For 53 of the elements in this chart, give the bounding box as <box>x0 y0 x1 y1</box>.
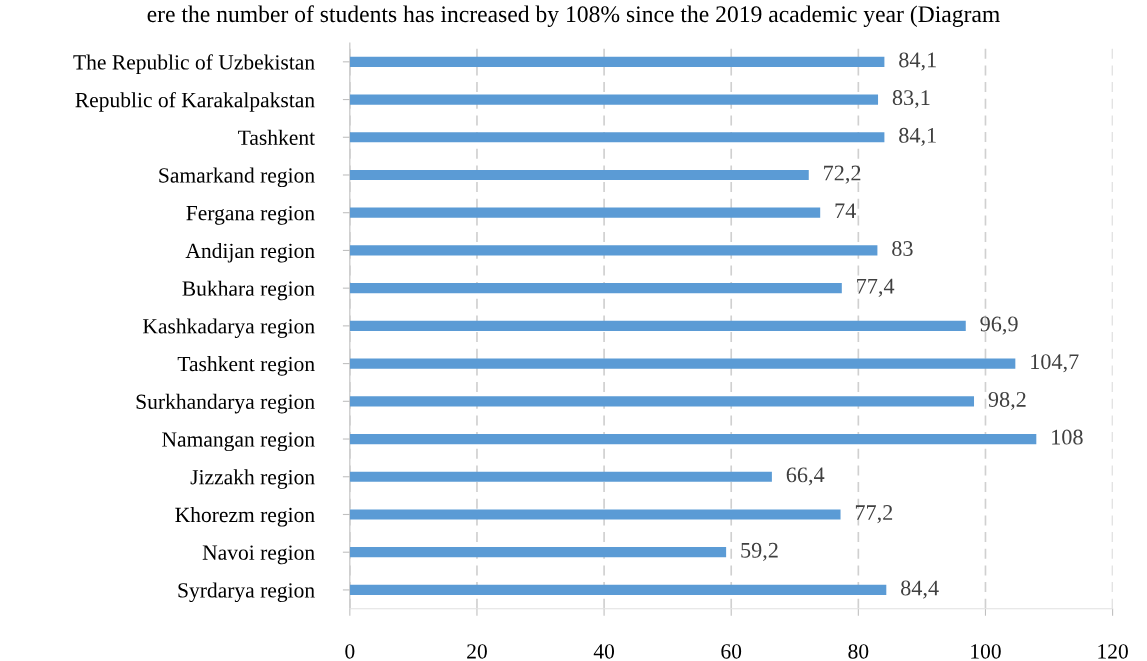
y-tick-label: Republic of Karakalpakstan <box>75 91 315 112</box>
y-tick-label: Namangan region <box>162 432 315 452</box>
y-tick-label: Kashkadarya region <box>142 318 315 338</box>
bar <box>349 584 887 596</box>
x-tick-label: 100 <box>971 644 1001 659</box>
x-tick-label: 120 <box>1098 644 1128 659</box>
data-label: 83,1 <box>892 90 930 109</box>
data-label: 74 <box>835 203 856 219</box>
y-tick-label: Samarkand region <box>159 167 315 188</box>
y-tick-label: Navoi region <box>202 545 315 565</box>
bar <box>349 320 966 331</box>
data-label: 84,1 <box>899 52 936 71</box>
x-tick-label: 80 <box>848 644 869 659</box>
x-tick-label: 0 <box>345 644 355 659</box>
bar <box>349 169 809 181</box>
y-tick-label: Tashkent region <box>177 356 315 376</box>
bar <box>349 547 727 558</box>
data-label: 96,9 <box>980 316 1018 335</box>
data-label: 84,1 <box>899 127 936 147</box>
bar <box>349 207 821 218</box>
bar <box>349 471 772 482</box>
data-label: 77,4 <box>857 278 895 297</box>
x-tick-label: 20 <box>467 644 487 659</box>
data-label: 98,2 <box>988 391 1026 411</box>
data-label: 59,2 <box>741 542 778 561</box>
y-tick-label: Andijan region <box>185 242 315 263</box>
bar <box>349 509 841 520</box>
y-tick-label: Khorezm region <box>175 507 315 527</box>
data-label: 104,7 <box>1031 354 1079 373</box>
bar <box>349 433 1037 445</box>
y-tick-label: Fergana region <box>186 205 315 225</box>
bar <box>349 94 879 105</box>
data-label: 84,4 <box>901 580 939 599</box>
data-label: 72,2 <box>824 165 861 184</box>
y-tick-label: Tashkent <box>238 129 315 145</box>
y-tick-label: Bukhara region <box>182 280 315 301</box>
x-tick-label: 40 <box>593 644 615 659</box>
data-label: 77,2 <box>855 505 893 524</box>
chart-title: ere the number of students has increased by 108% since the 2019 academic year (Diagram <box>147 5 1000 28</box>
data-label: 83 <box>892 241 913 256</box>
bar <box>349 245 878 256</box>
y-tick-label: Surkhandarya region <box>136 393 315 414</box>
x-tick-label: 60 <box>721 644 742 659</box>
y-tick-label: Jizzakh region <box>190 469 315 489</box>
y-tick-label: The Republic of Uzbekistan <box>73 54 315 74</box>
data-label: 108 <box>1052 429 1083 445</box>
data-label: 66,4 <box>786 467 825 486</box>
bar <box>349 56 885 67</box>
bar <box>349 132 885 143</box>
y-tick-label: Syrdarya region <box>178 582 315 603</box>
bar <box>349 283 842 294</box>
bar <box>349 358 1016 369</box>
bar <box>349 396 975 407</box>
